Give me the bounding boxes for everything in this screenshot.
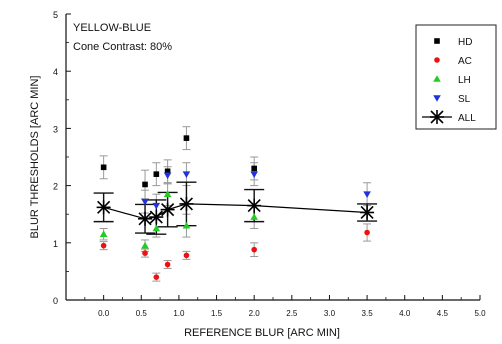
legend-box [415,24,497,130]
point-sl [250,171,258,178]
legend-entry-all: ALL [422,110,476,124]
point-hd [100,164,107,171]
x-tick-label: 2.5 [286,309,298,318]
point-sl [363,191,371,198]
annotation-cone-contrast: Cone Contrast: 80% [73,41,172,53]
y-axis-label: BLUR THRESHOLDS [ARC MIN] [29,76,41,239]
point-hd [153,171,160,177]
x-tick-label: 5.0 [474,309,486,318]
legend-marker-sl [433,95,441,102]
legend-label-sl: SL [458,94,471,105]
point-sl [152,202,161,210]
legend-label-hd: HD [458,37,472,48]
axis-ticks: 0.0 0.5 1.0 1.5 2.0 2.5 3.0 3.5 4.0 4.5 5.0 0 1 2 3 4 5 [53,10,486,318]
legend-entry-ac: AC [434,56,472,67]
point-ac [251,246,257,253]
legend-label-ac: AC [458,56,472,67]
y-tick-label: 5 [53,10,58,20]
point-ac [153,274,160,280]
y-tick-label: 2 [53,182,58,192]
point-ac [142,250,148,256]
point-ac [100,242,107,249]
x-tick-label: 0.0 [98,309,110,318]
point-lh [152,224,161,232]
x-tick-label: 0.5 [136,309,148,318]
point-ac [364,229,370,236]
legend-marker-all [430,110,444,124]
point-lh [163,190,172,197]
point-hd [251,165,257,172]
legend-label-all: ALL [458,113,476,124]
point-lh [99,230,108,238]
point-all [96,200,111,215]
y-tick-label: 1 [53,239,58,249]
point-sl [163,172,172,180]
legend-marker-ac [434,57,440,63]
point-all [138,211,153,226]
x-tick-label: 2.0 [249,309,261,318]
legend-label-lh: LH [458,75,471,86]
point-all [179,196,194,211]
legend-marker-lh [433,75,441,82]
point-all [149,210,164,225]
point-all [160,202,175,217]
legend-entry-hd: HD [434,37,472,48]
point-lh [182,221,191,229]
data-markers [96,135,375,280]
x-tick-label: 4.5 [437,309,449,318]
point-sl [182,171,191,178]
x-tick-label: 3.5 [362,309,374,318]
y-tick-label: 0 [53,296,58,306]
x-axis-label: REFERENCE BLUR [ARC MIN] [184,327,340,339]
point-all [360,205,375,220]
point-lh [250,213,258,220]
x-tick-label: 4.0 [399,309,411,318]
y-tick-label: 3 [53,124,58,134]
error-bars [93,126,378,282]
point-lh [141,241,149,249]
point-ac [183,252,190,259]
point-hd [183,135,190,141]
point-hd [164,168,171,175]
x-tick-label: 1.5 [211,309,223,318]
y-tick-label: 4 [53,67,58,77]
annotation-condition: YELLOW-BLUE [73,22,151,34]
point-hd [142,181,148,188]
x-tick-label: 3.0 [324,309,336,318]
point-all [247,198,262,213]
legend-entry-sl: SL [433,94,471,105]
point-ac [164,261,171,268]
legend: HD AC LH SL ALL [415,24,497,130]
legend-entry-lh: LH [433,75,471,86]
legend-marker-hd [434,38,440,44]
x-tick-label: 1.0 [173,309,185,318]
point-sl [141,198,149,206]
